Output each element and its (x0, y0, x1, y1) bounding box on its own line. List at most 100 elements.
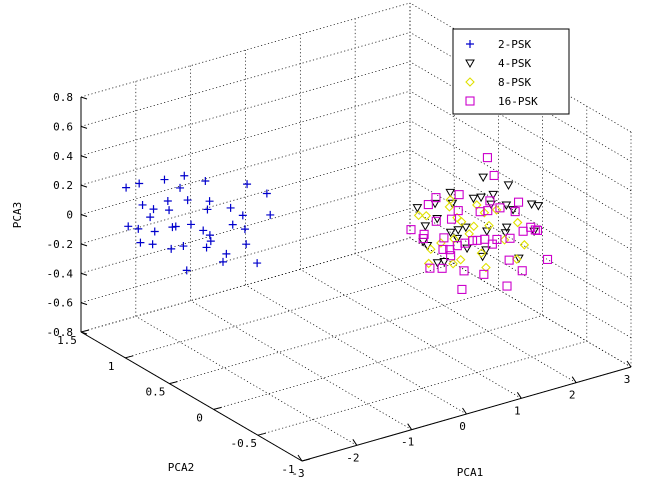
y-axis-label: PCA2 (168, 461, 195, 474)
data-point (149, 240, 157, 248)
data-point (183, 266, 191, 274)
z-tick-mark (81, 126, 87, 128)
legend-label: 2-PSK (498, 38, 531, 51)
data-point (438, 264, 446, 272)
data-point (481, 235, 489, 243)
data-point (515, 198, 523, 206)
x-tick-label: 2 (569, 389, 576, 402)
grid-line (81, 121, 410, 215)
x-tick-label: -1 (401, 436, 414, 449)
z-axis-label: PCA3 (11, 202, 24, 229)
grid-line (410, 238, 631, 367)
z-tick-mark (81, 156, 87, 158)
data-point (479, 174, 487, 181)
data-point (179, 242, 187, 250)
y-tick-mark (302, 459, 310, 461)
data-point (206, 231, 214, 239)
data-point (222, 250, 230, 258)
y-tick-label: 0 (196, 411, 203, 424)
y-tick-label: -0.5 (231, 437, 258, 450)
x-tick-mark (463, 408, 467, 414)
data-point (413, 205, 421, 212)
data-point (454, 227, 462, 234)
data-point (461, 239, 469, 247)
series-2-psk (122, 172, 274, 275)
grid-line (410, 209, 631, 338)
data-point (424, 201, 432, 209)
x-tick-label: 0 (459, 420, 466, 433)
data-point (544, 255, 552, 263)
x-tick-label: -3 (291, 467, 304, 479)
data-point (253, 259, 261, 267)
data-point (504, 182, 512, 189)
data-point (206, 197, 214, 205)
x-tick-mark (408, 424, 412, 430)
grid-line (81, 91, 410, 185)
grid-line (355, 254, 576, 383)
data-point (201, 177, 209, 185)
data-point (518, 267, 526, 275)
grid-line (136, 316, 357, 445)
data-point (241, 225, 249, 233)
z-tick-label: -0.2 (47, 238, 74, 251)
data-point (454, 207, 462, 215)
data-point (146, 213, 154, 221)
y-tick-mark (81, 330, 89, 332)
data-point (470, 222, 478, 230)
data-point (199, 226, 207, 234)
y-tick-mark (169, 382, 177, 384)
data-point (458, 285, 466, 293)
data-point (203, 205, 211, 213)
data-point (422, 212, 430, 220)
x-axis-label: PCA1 (457, 466, 484, 479)
data-point (514, 219, 522, 227)
grid-line (300, 269, 521, 398)
data-point (124, 222, 132, 230)
legend-label: 16-PSK (498, 95, 538, 108)
data-point (136, 239, 144, 247)
data-point (139, 201, 147, 209)
data-point (165, 206, 173, 214)
data-point (505, 256, 513, 264)
y-tick-mark (214, 407, 222, 409)
data-point (503, 282, 511, 290)
data-point (479, 253, 487, 260)
z-tick-label: -0.6 (47, 297, 74, 310)
data-point (176, 184, 184, 192)
data-point (203, 243, 211, 251)
grid-line (191, 301, 412, 430)
grid-line (246, 285, 467, 414)
data-point (434, 260, 442, 267)
data-point (164, 197, 172, 205)
data-point (519, 227, 527, 235)
y-tick-mark (258, 433, 266, 435)
data-point (207, 237, 215, 245)
data-point (135, 180, 143, 188)
y-tick-mark (125, 356, 133, 358)
z-tick-label: 0.2 (53, 179, 73, 192)
data-point (421, 223, 429, 230)
x-tick-mark (572, 377, 576, 383)
data-point (122, 184, 130, 192)
data-point (493, 235, 501, 243)
data-point (219, 258, 227, 266)
data-point (493, 206, 501, 214)
data-point (415, 211, 423, 219)
z-tick-mark (81, 244, 87, 246)
grid-line (169, 290, 498, 384)
z-tick-label: -0.4 (47, 267, 74, 280)
data-point (180, 172, 188, 180)
data-point (455, 191, 463, 199)
data-point (243, 180, 251, 188)
data-point (407, 226, 415, 234)
y-tick-label: 1 (108, 360, 115, 373)
x-tick-label: 3 (624, 373, 631, 386)
x-tick-mark (517, 392, 521, 398)
legend: 2-PSK4-PSK8-PSK16-PSK (453, 29, 569, 114)
legend-label: 4-PSK (498, 57, 531, 70)
x-tick-mark (353, 439, 357, 445)
data-point (534, 203, 542, 210)
data-point (242, 240, 250, 248)
data-point (463, 245, 471, 252)
